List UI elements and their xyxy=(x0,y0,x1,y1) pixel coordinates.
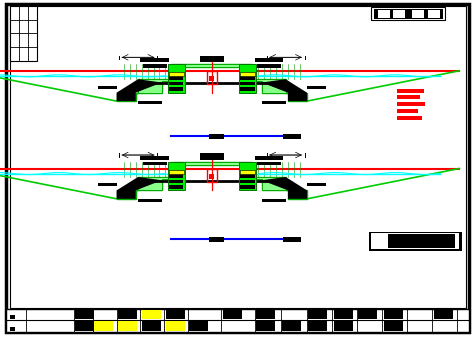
Bar xyxy=(262,199,286,202)
Bar xyxy=(118,310,137,319)
Bar xyxy=(369,232,462,251)
Bar xyxy=(207,71,217,84)
Polygon shape xyxy=(138,64,286,93)
Bar xyxy=(283,134,301,139)
Bar xyxy=(209,237,224,242)
Bar xyxy=(189,321,208,331)
Bar xyxy=(240,174,255,178)
Bar xyxy=(239,64,256,93)
Polygon shape xyxy=(117,177,162,199)
Bar xyxy=(169,170,184,174)
Bar xyxy=(397,102,425,106)
Bar xyxy=(256,321,275,331)
Bar xyxy=(75,321,94,331)
Polygon shape xyxy=(117,79,162,101)
Bar xyxy=(240,180,255,183)
Bar xyxy=(98,183,117,186)
Bar xyxy=(169,87,183,91)
Bar xyxy=(397,95,420,99)
Polygon shape xyxy=(138,162,286,190)
Bar xyxy=(255,58,283,62)
Bar xyxy=(262,101,286,104)
Bar xyxy=(168,162,185,190)
Bar xyxy=(240,170,255,174)
Bar xyxy=(434,310,453,319)
Bar xyxy=(10,6,466,308)
Bar xyxy=(138,101,162,104)
Bar xyxy=(6,309,469,332)
Bar xyxy=(255,156,283,160)
Bar xyxy=(169,185,183,189)
Bar xyxy=(283,237,301,242)
Bar xyxy=(371,233,459,249)
Bar xyxy=(257,64,281,68)
Bar xyxy=(200,153,224,157)
Bar xyxy=(166,310,185,319)
Bar xyxy=(397,116,422,120)
Bar xyxy=(371,7,445,20)
Bar xyxy=(240,72,255,76)
Bar xyxy=(388,234,455,248)
Bar xyxy=(308,310,327,319)
Bar xyxy=(10,6,37,61)
Bar xyxy=(75,310,94,319)
Bar xyxy=(166,321,185,331)
Bar xyxy=(209,174,214,179)
Bar xyxy=(138,199,162,202)
Bar xyxy=(240,82,255,85)
Bar xyxy=(200,155,224,160)
Bar xyxy=(143,64,167,68)
Bar xyxy=(169,82,183,85)
Polygon shape xyxy=(262,79,307,101)
Polygon shape xyxy=(117,64,307,101)
Bar xyxy=(98,86,117,89)
Bar xyxy=(397,109,418,113)
Bar xyxy=(378,10,390,18)
Bar xyxy=(374,9,443,19)
Bar xyxy=(334,310,353,319)
Bar xyxy=(308,321,327,331)
Bar xyxy=(10,315,15,319)
Bar xyxy=(209,76,214,81)
Bar xyxy=(168,64,185,93)
Bar xyxy=(143,162,167,165)
Polygon shape xyxy=(117,162,307,199)
Bar xyxy=(428,10,440,18)
Bar xyxy=(384,310,403,319)
Bar xyxy=(169,76,183,80)
Bar xyxy=(140,156,169,160)
Bar xyxy=(10,327,15,331)
Bar xyxy=(239,162,256,190)
Bar xyxy=(412,10,424,18)
Bar xyxy=(334,321,353,331)
Bar xyxy=(200,58,224,62)
Bar xyxy=(256,310,275,319)
Bar xyxy=(307,183,326,186)
Bar xyxy=(207,168,217,182)
Bar xyxy=(307,86,326,89)
Bar xyxy=(223,310,242,319)
Bar xyxy=(384,321,403,331)
Bar xyxy=(140,58,169,62)
Bar xyxy=(358,310,377,319)
Bar xyxy=(169,174,183,178)
Bar xyxy=(257,162,281,165)
Bar xyxy=(393,10,405,18)
Bar xyxy=(282,321,301,331)
Bar xyxy=(94,321,113,331)
Bar xyxy=(200,56,224,59)
Bar xyxy=(240,185,255,189)
Bar xyxy=(209,134,224,139)
Bar xyxy=(142,310,161,319)
Bar xyxy=(142,321,161,331)
Bar xyxy=(169,72,184,76)
Bar xyxy=(240,87,255,91)
Bar xyxy=(169,180,183,183)
Polygon shape xyxy=(262,177,307,199)
Bar xyxy=(118,321,137,331)
Bar xyxy=(397,89,424,93)
Bar xyxy=(240,76,255,80)
